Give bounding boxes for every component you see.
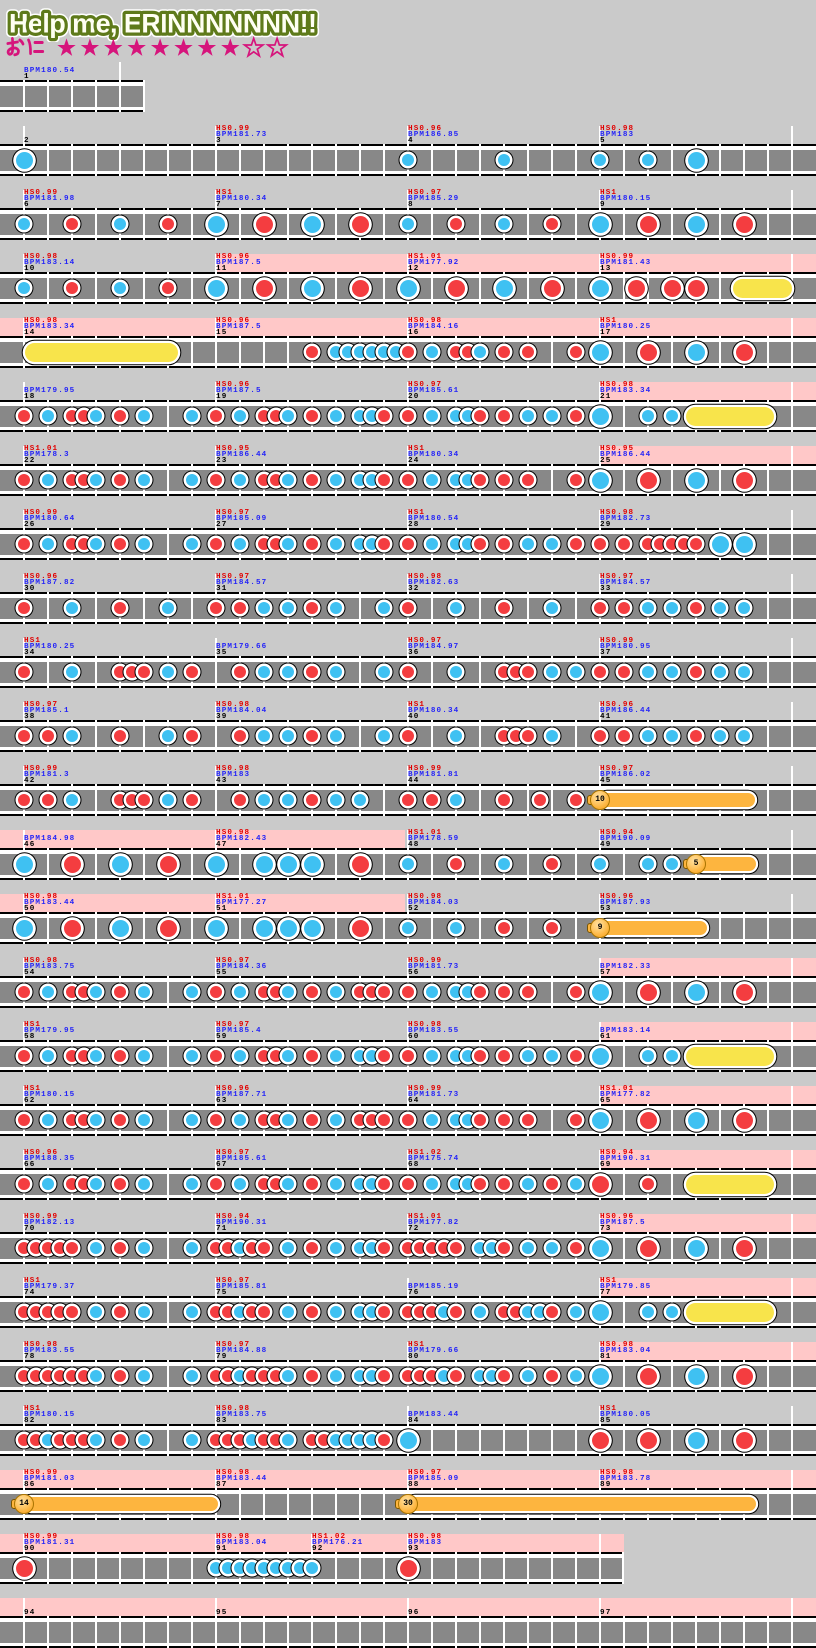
svg-text:Help me, ERINNNNNNN!!: Help me, ERINNNNNNN!!	[9, 9, 317, 39]
svg-text:Help me, ERINNNNNNN!!: Help me, ERINNNNNNN!!	[9, 9, 317, 39]
